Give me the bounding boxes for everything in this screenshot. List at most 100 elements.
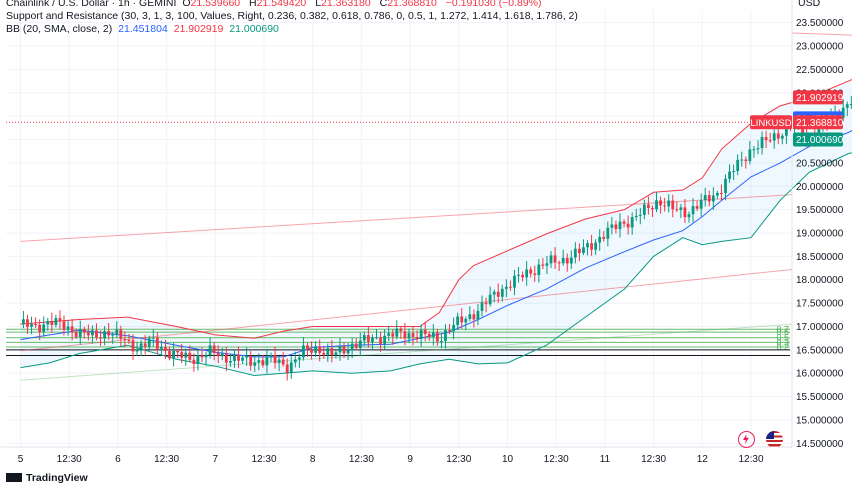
candle-body <box>200 355 204 358</box>
legend-bollinger[interactable]: BB (20, SMA, close, 2) 21.451804 21.9029… <box>6 23 282 36</box>
brand-name: TradingView <box>26 472 88 484</box>
candle-body <box>687 214 691 218</box>
candle-body <box>614 224 618 230</box>
candle-body <box>253 362 257 366</box>
bb-upper-value: 21.902919 <box>173 23 224 35</box>
candle-body <box>358 340 362 348</box>
candle-body <box>30 323 33 327</box>
candle-body <box>419 329 423 340</box>
candle-body <box>707 195 711 202</box>
candle-body <box>699 200 703 209</box>
candle-body <box>208 345 212 356</box>
legend-support-resistance[interactable]: Support and Resistance (30, 3, 1, 3, 100… <box>6 10 581 23</box>
candle-body <box>220 353 224 357</box>
candle-body <box>139 343 143 350</box>
candle-body <box>849 104 852 106</box>
candle-body <box>273 355 277 364</box>
candle-body <box>622 221 626 224</box>
candles[interactable] <box>22 58 852 381</box>
fib-level-label: 0.3 <box>776 337 789 347</box>
time-axis[interactable]: 5 12:30 6 12:30 7 12:30 8 12:30 9 12:30 10 12:30 11 1… <box>0 446 792 465</box>
currency-label[interactable]: USD <box>798 0 821 9</box>
candle-body <box>34 323 37 325</box>
price-tick-label: 17.000000 <box>796 322 844 333</box>
candle-body <box>293 359 297 363</box>
candle-body <box>573 248 577 258</box>
candle-body <box>212 345 216 353</box>
tradingview-logo[interactable]: TradingView <box>6 472 88 484</box>
candle-body <box>736 159 740 172</box>
candle-body <box>626 223 630 228</box>
candle-body <box>586 243 589 248</box>
price-tick-label: 19.000000 <box>796 229 844 240</box>
candle-body <box>748 149 752 162</box>
candle-body <box>277 359 281 364</box>
price-tick-label: 18.000000 <box>796 275 844 286</box>
time-tick-label: 12:30 <box>544 454 569 465</box>
trendline-upper-resistance <box>20 194 793 242</box>
candle-body <box>521 274 524 278</box>
candle-body <box>318 346 322 353</box>
candle-body <box>306 345 309 350</box>
candle-body <box>525 269 529 278</box>
candle-body <box>391 333 395 337</box>
candle-body <box>691 206 695 215</box>
symbol-tag: LINKUSD <box>750 118 791 129</box>
sr-indicator-text: Support and Resistance (30, 3, 1, 3, 100… <box>6 10 578 22</box>
candle-body <box>383 335 387 344</box>
lightning-icon[interactable] <box>738 431 755 448</box>
candle-body <box>302 345 305 358</box>
price-axis[interactable]: 14.500000 15.000000 15.500000 16.000000 16.5… <box>750 0 844 450</box>
candle-body <box>460 316 464 323</box>
candle-body <box>176 350 180 353</box>
candle-body <box>99 337 102 339</box>
candle-body <box>245 355 249 358</box>
candle-body <box>541 264 545 266</box>
candle-body <box>545 263 549 266</box>
candle-body <box>237 354 240 361</box>
candle-body <box>594 242 598 250</box>
candle-body <box>362 335 366 341</box>
candle-body <box>50 320 54 325</box>
time-tick-label: 9 <box>407 454 413 465</box>
candle-body <box>366 335 370 342</box>
fib-level-label: 0.7 <box>776 324 789 334</box>
candle-body <box>184 352 188 358</box>
time-tick-label: 10 <box>502 454 514 465</box>
candle-body <box>513 275 516 288</box>
bb-upper-axis-label-bg <box>793 90 843 105</box>
candle-body <box>399 328 403 332</box>
candle-body <box>180 352 184 358</box>
time-tick-label: 12:30 <box>154 454 179 465</box>
candle-body <box>26 319 29 327</box>
candle-body <box>281 359 285 365</box>
price-tick-label: 23.000000 <box>796 42 844 53</box>
candle-body <box>54 318 58 325</box>
candle-body <box>667 200 671 207</box>
candle-body <box>456 316 460 325</box>
candle-body <box>659 200 662 206</box>
candle-body <box>484 302 488 305</box>
price-tick-label: 19.500000 <box>796 205 844 216</box>
candle-body <box>147 338 151 347</box>
candle-body <box>452 324 456 332</box>
candle-body <box>249 355 253 366</box>
candle-body <box>752 149 756 151</box>
time-tick-label: 8 <box>310 454 316 465</box>
candle-body <box>549 255 553 264</box>
legend-ohlc: Chainlink / U.S. Dollar · 1h · GEMINI O2… <box>6 0 545 10</box>
candle-body <box>517 274 520 276</box>
candle-body <box>224 353 228 363</box>
candle-body <box>845 104 849 108</box>
candle-body <box>196 355 200 365</box>
candle-body <box>740 159 744 161</box>
us-flag-icon[interactable] <box>766 431 783 448</box>
symbol-title[interactable]: Chainlink / U.S. Dollar · 1h · GEMINI <box>6 0 177 9</box>
candle-body <box>578 248 581 254</box>
candle-body <box>338 346 342 353</box>
candle-body <box>62 321 66 330</box>
candle-body <box>95 330 98 338</box>
candle-body <box>233 354 236 362</box>
